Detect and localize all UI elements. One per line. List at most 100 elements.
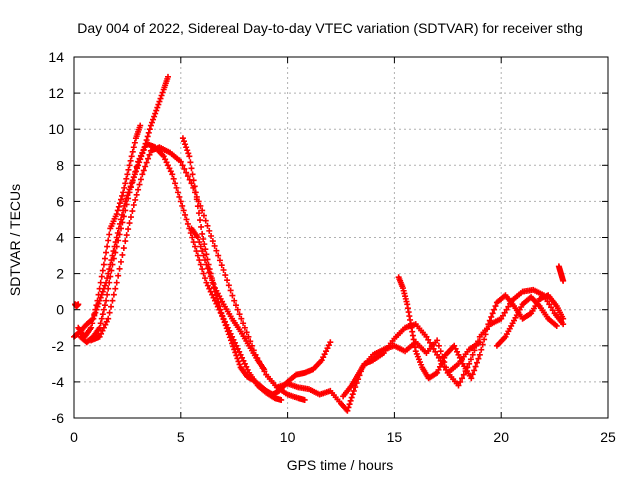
data-point bbox=[229, 340, 236, 347]
data-point bbox=[142, 163, 149, 170]
data-point bbox=[137, 152, 144, 159]
data-point bbox=[492, 303, 499, 310]
x-tick-label: 0 bbox=[70, 429, 78, 445]
data-point bbox=[139, 149, 146, 156]
data-point bbox=[350, 387, 357, 394]
data-point bbox=[96, 285, 103, 292]
y-tick-label: 14 bbox=[48, 49, 64, 65]
data-point bbox=[188, 165, 195, 172]
data-point bbox=[97, 294, 104, 301]
data-point bbox=[218, 262, 225, 269]
data-point bbox=[318, 357, 325, 364]
data-point bbox=[196, 239, 203, 246]
data-point bbox=[106, 231, 113, 238]
data-point bbox=[188, 180, 195, 187]
data-point bbox=[209, 238, 216, 245]
data-point bbox=[241, 324, 248, 331]
data-point bbox=[441, 354, 448, 361]
data-point bbox=[505, 303, 512, 310]
data-point bbox=[101, 302, 108, 309]
series-trace-9 bbox=[395, 274, 567, 382]
data-point bbox=[428, 342, 435, 349]
data-point bbox=[202, 257, 209, 264]
data-point bbox=[349, 391, 356, 398]
data-point bbox=[498, 315, 505, 322]
data-point bbox=[185, 150, 192, 157]
data-point bbox=[150, 116, 157, 123]
data-point bbox=[227, 287, 234, 294]
data-point bbox=[116, 200, 123, 207]
data-point bbox=[132, 168, 139, 175]
data-point bbox=[173, 184, 180, 191]
data-point bbox=[172, 180, 179, 187]
data-point bbox=[122, 238, 129, 245]
data-point bbox=[130, 174, 137, 181]
data-point bbox=[197, 217, 204, 224]
data-point bbox=[94, 297, 101, 304]
data-point bbox=[125, 226, 132, 233]
data-point bbox=[109, 297, 116, 304]
data-point bbox=[194, 252, 201, 259]
data-point bbox=[123, 201, 130, 208]
data-point bbox=[238, 315, 245, 322]
data-point bbox=[160, 153, 167, 160]
data-point bbox=[226, 334, 233, 341]
data-point bbox=[154, 104, 161, 111]
data-point bbox=[202, 275, 209, 282]
data-point bbox=[210, 281, 217, 288]
data-point bbox=[215, 299, 222, 306]
data-point bbox=[278, 396, 285, 403]
data-point bbox=[235, 358, 242, 365]
data-point bbox=[119, 251, 126, 258]
data-point bbox=[135, 158, 142, 165]
data-point bbox=[107, 273, 114, 280]
data-point bbox=[189, 234, 196, 241]
x-axis-ticks: 0 5 10 15 20 25 bbox=[70, 57, 616, 445]
data-point bbox=[222, 272, 229, 279]
data-point bbox=[126, 220, 133, 227]
data-point bbox=[434, 369, 441, 376]
data-point bbox=[327, 339, 334, 346]
data-point bbox=[92, 306, 99, 313]
data-point bbox=[236, 361, 243, 368]
data-point bbox=[129, 179, 136, 186]
data-point bbox=[159, 89, 166, 96]
data-point bbox=[137, 122, 144, 129]
data-point bbox=[109, 252, 116, 259]
data-point bbox=[135, 186, 142, 193]
data-point bbox=[443, 366, 450, 373]
series-trace-10 bbox=[493, 294, 560, 349]
series-trace-8 bbox=[340, 286, 567, 400]
y-tick-label: 6 bbox=[56, 193, 64, 209]
data-point bbox=[427, 339, 433, 346]
data-point bbox=[103, 297, 110, 304]
data-point bbox=[346, 401, 353, 408]
data-point bbox=[124, 171, 131, 178]
series-layer bbox=[71, 73, 567, 414]
data-point bbox=[206, 227, 213, 234]
y-tick-label: 4 bbox=[56, 230, 64, 246]
data-point bbox=[216, 303, 223, 310]
data-point bbox=[560, 277, 567, 284]
data-point bbox=[190, 177, 197, 184]
data-point bbox=[471, 347, 478, 354]
data-point bbox=[458, 357, 465, 364]
data-point bbox=[553, 322, 560, 329]
data-point bbox=[229, 292, 236, 299]
data-point bbox=[195, 210, 202, 217]
data-point bbox=[98, 330, 105, 337]
data-point bbox=[201, 241, 208, 248]
data-point bbox=[131, 139, 138, 146]
data-point bbox=[232, 302, 239, 309]
data-point bbox=[100, 261, 107, 268]
data-point bbox=[128, 153, 135, 160]
data-point bbox=[122, 180, 129, 187]
grid bbox=[74, 57, 608, 418]
data-point bbox=[156, 98, 163, 105]
data-point bbox=[97, 320, 104, 327]
data-point bbox=[120, 213, 127, 220]
y-tick-label: -6 bbox=[52, 410, 65, 426]
data-point bbox=[216, 257, 223, 264]
series-trace-12 bbox=[72, 301, 82, 310]
